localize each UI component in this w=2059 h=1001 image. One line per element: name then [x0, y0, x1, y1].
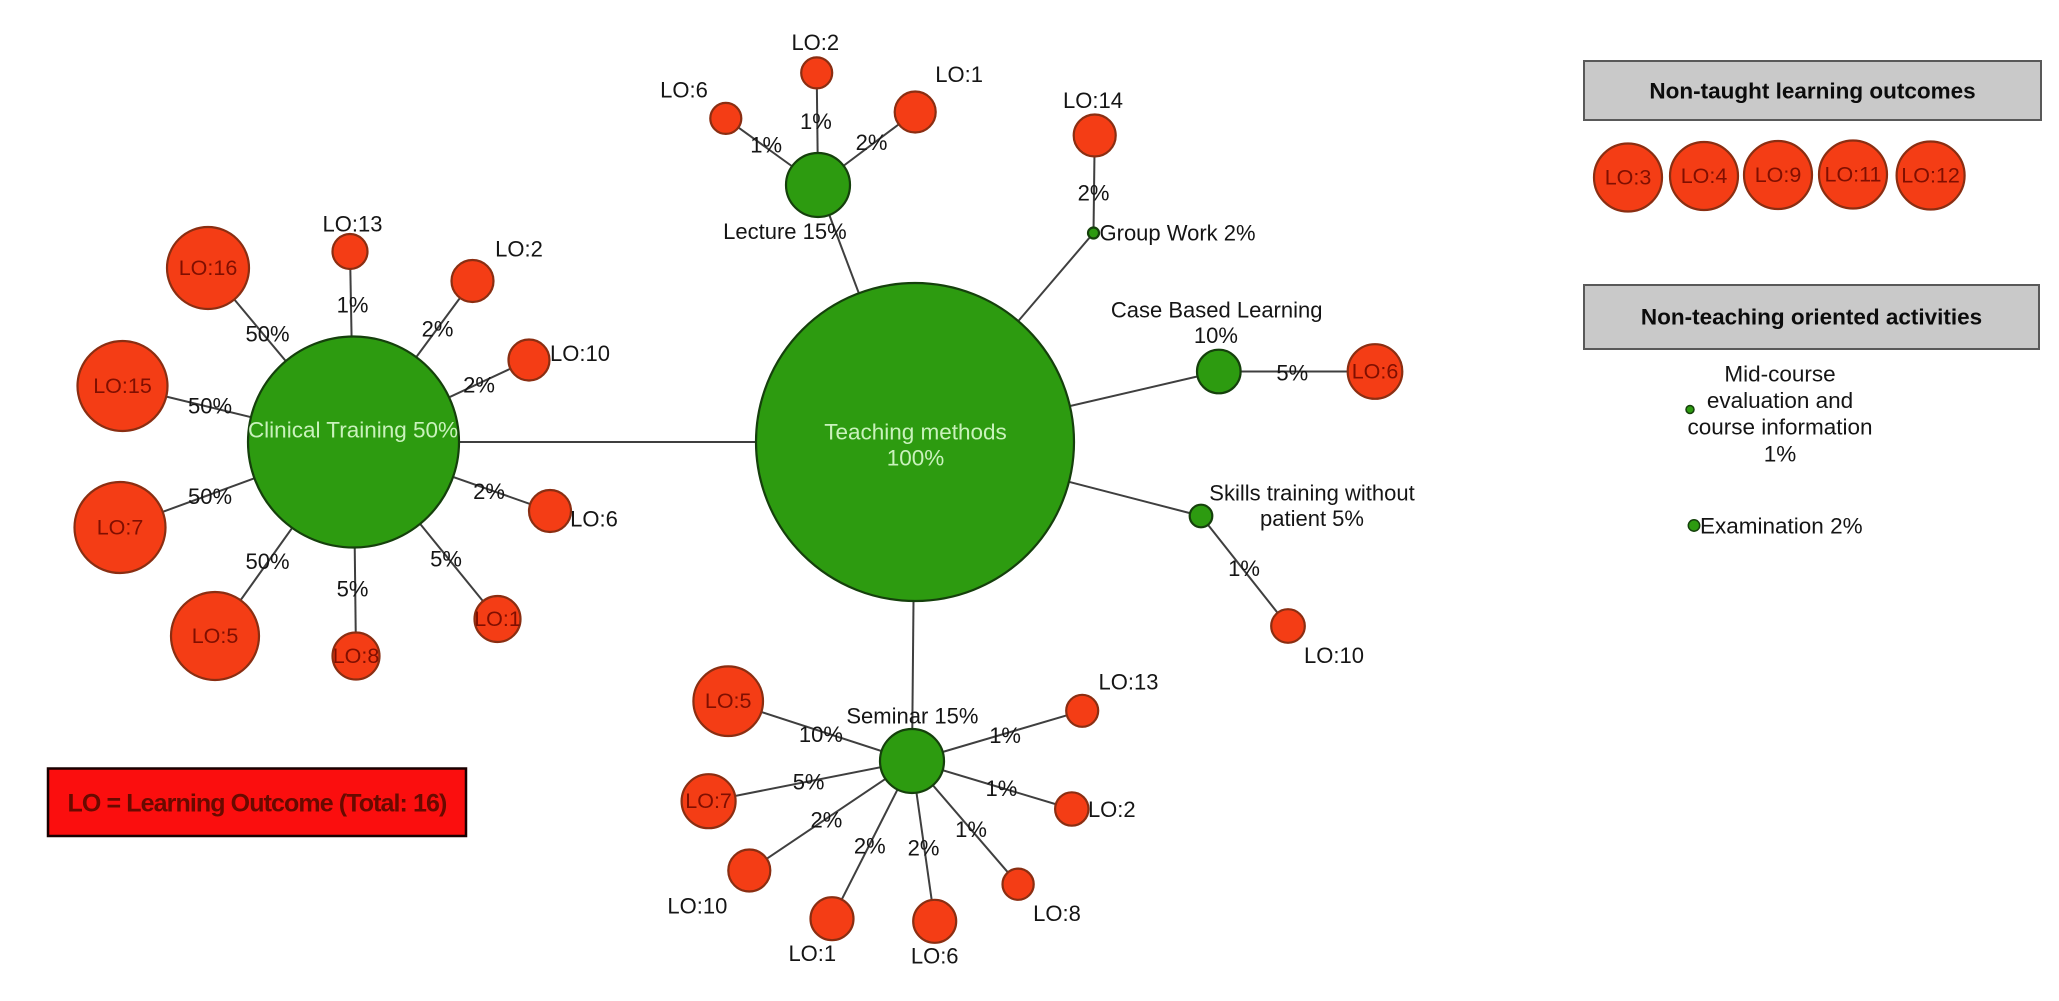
svg-text:LO:2: LO:2: [495, 237, 543, 262]
svg-text:5%: 5%: [793, 770, 825, 795]
svg-text:LO:1: LO:1: [788, 941, 836, 966]
svg-text:Clinical Training 50%: Clinical Training 50%: [248, 418, 458, 443]
svg-text:LO:5: LO:5: [192, 624, 239, 648]
svg-text:2%: 2%: [1078, 181, 1110, 206]
svg-text:5%: 5%: [430, 547, 462, 572]
svg-text:2%: 2%: [856, 130, 888, 155]
svg-text:50%: 50%: [188, 394, 232, 419]
svg-text:LO:6: LO:6: [911, 944, 959, 969]
svg-text:Non-taught learning outcomes: Non-taught learning outcomes: [1649, 79, 1975, 104]
svg-text:Case Based Learning: Case Based Learning: [1111, 298, 1323, 323]
svg-text:LO:13: LO:13: [323, 212, 383, 237]
svg-text:LO:1: LO:1: [935, 62, 983, 87]
svg-text:LO:16: LO:16: [179, 256, 238, 280]
svg-text:5%: 5%: [337, 577, 369, 602]
svg-text:LO:3: LO:3: [1605, 166, 1652, 190]
svg-text:Non-teaching oriented activiti: Non-teaching oriented activities: [1641, 305, 1982, 330]
svg-text:5%: 5%: [1276, 361, 1308, 386]
svg-text:1%: 1%: [1764, 441, 1797, 466]
svg-text:1%: 1%: [986, 776, 1018, 801]
svg-text:LO:10: LO:10: [667, 894, 727, 919]
svg-text:LO:10: LO:10: [1304, 643, 1364, 668]
svg-text:Teaching methods: Teaching methods: [824, 420, 1007, 445]
svg-text:LO:7: LO:7: [97, 516, 144, 540]
svg-text:LO = Learning Outcome (Total:: LO = Learning Outcome (Total: 16): [68, 790, 447, 818]
svg-text:50%: 50%: [245, 322, 289, 347]
svg-text:10%: 10%: [799, 722, 843, 747]
svg-text:Skills training without: Skills training without: [1209, 481, 1414, 506]
svg-text:LO:14: LO:14: [1063, 88, 1123, 113]
svg-text:2%: 2%: [463, 373, 495, 398]
svg-text:LO:5: LO:5: [705, 689, 752, 713]
svg-text:evaluation and: evaluation and: [1707, 388, 1853, 413]
svg-text:Examination 2%: Examination 2%: [1700, 514, 1863, 539]
svg-text:LO:4: LO:4: [1681, 164, 1728, 188]
svg-text:1%: 1%: [989, 723, 1021, 748]
svg-text:50%: 50%: [245, 549, 289, 574]
svg-text:LO:2: LO:2: [1088, 797, 1136, 822]
svg-text:LO:6: LO:6: [1352, 360, 1399, 384]
svg-text:Group Work 2%: Group Work 2%: [1100, 221, 1256, 246]
svg-text:LO:15: LO:15: [93, 374, 152, 398]
svg-text:1%: 1%: [750, 132, 782, 157]
svg-text:patient 5%: patient 5%: [1260, 506, 1364, 531]
svg-text:LO:9: LO:9: [1755, 163, 1802, 187]
svg-text:LO:11: LO:11: [1825, 163, 1882, 187]
svg-text:LO:7: LO:7: [685, 789, 732, 813]
svg-text:Lecture 15%: Lecture 15%: [723, 219, 847, 244]
svg-text:LO:10: LO:10: [550, 341, 610, 366]
svg-text:course information: course information: [1687, 415, 1872, 440]
svg-text:1%: 1%: [800, 109, 832, 134]
svg-text:100%: 100%: [887, 446, 945, 471]
svg-text:10%: 10%: [1194, 323, 1238, 348]
svg-text:1%: 1%: [955, 817, 987, 842]
svg-text:50%: 50%: [188, 484, 232, 509]
svg-text:2%: 2%: [854, 834, 886, 859]
svg-text:2%: 2%: [908, 835, 940, 860]
svg-text:1%: 1%: [337, 293, 369, 318]
svg-text:Seminar 15%: Seminar 15%: [846, 704, 978, 729]
svg-text:LO:1: LO:1: [474, 607, 521, 631]
svg-text:LO:12: LO:12: [1901, 164, 1960, 188]
svg-text:2%: 2%: [473, 479, 505, 504]
svg-text:1%: 1%: [1228, 556, 1260, 581]
svg-text:LO:2: LO:2: [791, 30, 839, 55]
svg-text:LO:8: LO:8: [1033, 901, 1081, 926]
svg-text:2%: 2%: [811, 808, 843, 833]
svg-text:2%: 2%: [422, 317, 454, 342]
svg-text:Mid-course: Mid-course: [1724, 362, 1835, 387]
svg-text:LO:6: LO:6: [570, 507, 618, 532]
svg-text:LO:8: LO:8: [333, 644, 380, 668]
svg-text:LO:13: LO:13: [1099, 669, 1159, 694]
svg-text:LO:6: LO:6: [660, 78, 708, 103]
